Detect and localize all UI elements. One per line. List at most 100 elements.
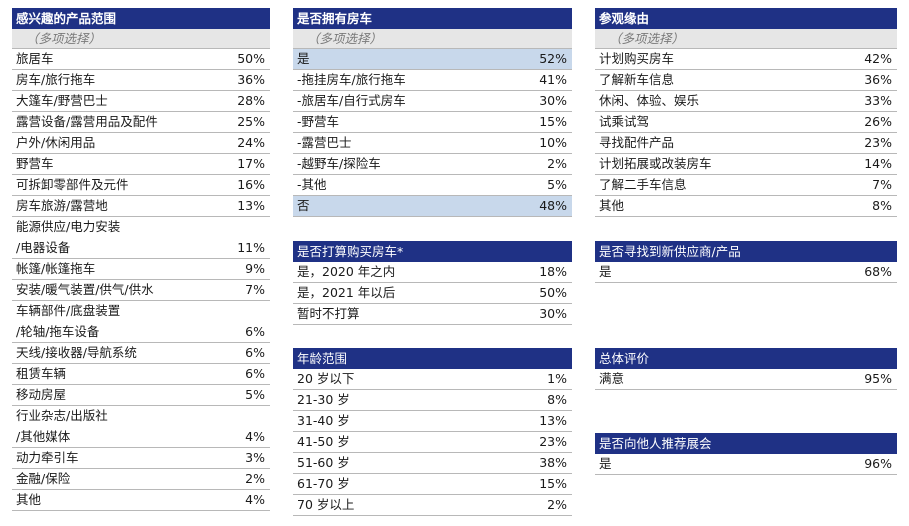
row-label: 51-60 岁 <box>297 455 350 470</box>
row-value: 36% <box>237 72 265 87</box>
table-row: 动力牵引车 3% <box>12 448 270 469</box>
table-row: 房车旅游/露营地 13% <box>12 196 270 217</box>
row-value: 24% <box>237 135 265 150</box>
table-row: 房车/旅行拖车 36% <box>12 70 270 91</box>
row-label: 天线/接收器/导航系统 <box>16 345 137 360</box>
table-row: 可拆卸零部件及元件 16% <box>12 175 270 196</box>
row-label: 大篷车/野营巴士 <box>16 93 108 108</box>
interest-title: 感兴趣的产品范围 <box>12 8 270 29</box>
row-value: 10% <box>539 135 567 150</box>
table-row: 70 岁以上 2% <box>293 495 572 516</box>
table-row: 41-50 岁 23% <box>293 432 572 453</box>
table-row: 试乘试驾 26% <box>595 112 897 133</box>
row-value: 11% <box>237 240 265 255</box>
row-value: 68% <box>864 264 892 279</box>
row-label: 是 <box>599 456 612 471</box>
table-row: 其他 8% <box>595 196 897 217</box>
row-label: 帐篷/帐篷拖车 <box>16 261 96 276</box>
new-suppliers-rows: 是 68% <box>595 262 897 283</box>
row-value: 13% <box>539 413 567 428</box>
table-row: 能源供应/电力安装 /电器设备 11% <box>12 217 270 259</box>
purchase-plan-table: 是否打算购买房车* 是，2020 年之内 18% 是，2021 年以后 50% 暂时不打… <box>293 241 572 325</box>
table-row: -露营巴士 10% <box>293 133 572 154</box>
table-row: 户外/休闲用品 24% <box>12 133 270 154</box>
row-label: 41-50 岁 <box>297 434 350 449</box>
row-label: 是，2020 年之内 <box>297 264 396 279</box>
row-value: 7% <box>872 177 892 192</box>
table-row: 了解二手车信息 7% <box>595 175 897 196</box>
row-value: 30% <box>539 93 567 108</box>
row-label: 是 <box>297 51 310 66</box>
table-row: 是 68% <box>595 262 897 283</box>
row-value: 4% <box>245 429 265 444</box>
table-row: 其他 4% <box>12 490 270 511</box>
row-label: 金融/保险 <box>16 471 71 486</box>
table-row: 车辆部件/底盘装置 /轮轴/拖车设备 6% <box>12 301 270 343</box>
row-value: 13% <box>237 198 265 213</box>
row-label: -旅居车/自行式房车 <box>297 93 406 108</box>
row-value: 42% <box>864 51 892 66</box>
table-row: 满意 95% <box>595 369 897 390</box>
row-label: 寻找配件产品 <box>599 135 675 150</box>
own-rv-subtitle: （多项选择） <box>293 29 572 49</box>
row-value: 95% <box>864 371 892 386</box>
row-label: 行业杂志/出版社 /其他媒体 <box>16 408 108 444</box>
row-label: 安装/暖气装置/供气/供水 <box>16 282 154 297</box>
table-row: 20 岁以下 1% <box>293 369 572 390</box>
row-value: 3% <box>245 450 265 465</box>
table-row: 21-30 岁 8% <box>293 390 572 411</box>
row-label: 户外/休闲用品 <box>16 135 96 150</box>
table-row: 休闲、体验、娱乐 33% <box>595 91 897 112</box>
row-value: 52% <box>539 51 567 66</box>
age-rows: 20 岁以下 1% 21-30 岁 8% 31-40 岁 13% 41-50 岁 23% 51-… <box>293 369 572 516</box>
row-value: 50% <box>539 285 567 300</box>
row-value: 2% <box>547 156 567 171</box>
row-value: 28% <box>237 93 265 108</box>
table-row: 天线/接收器/导航系统 6% <box>12 343 270 364</box>
table-row: -拖挂房车/旅行拖车 41% <box>293 70 572 91</box>
row-value: 8% <box>872 198 892 213</box>
row-label: 61-70 岁 <box>297 476 350 491</box>
row-label: 试乘试驾 <box>599 114 650 129</box>
table-row: 移动房屋 5% <box>12 385 270 406</box>
reasons-table: 参观缘由 （多项选择） 计划购买房车 42% 了解新车信息 36% 休闲、体验、娱乐 33… <box>595 8 897 217</box>
row-label: 了解二手车信息 <box>599 177 687 192</box>
row-label: 了解新车信息 <box>599 72 675 87</box>
row-value: 50% <box>237 51 265 66</box>
row-label: 露营设备/露营用品及配件 <box>16 114 158 129</box>
row-value: 25% <box>237 114 265 129</box>
row-label: 20 岁以下 <box>297 371 355 386</box>
row-label: -拖挂房车/旅行拖车 <box>297 72 406 87</box>
table-row: 51-60 岁 38% <box>293 453 572 474</box>
row-value: 23% <box>864 135 892 150</box>
table-row: 61-70 岁 15% <box>293 474 572 495</box>
row-label: 满意 <box>599 371 625 386</box>
own-rv-rows: 是 52% -拖挂房车/旅行拖车 41% -旅居车/自行式房车 30% -野营车 15% -露营… <box>293 49 572 217</box>
recommend-rows: 是 96% <box>595 454 897 475</box>
own-rv-table: 是否拥有房车 （多项选择） 是 52% -拖挂房车/旅行拖车 41% -旅居车/自行式房… <box>293 8 572 217</box>
table-row: -其他 5% <box>293 175 572 196</box>
row-label: 是 <box>599 264 612 279</box>
row-label: 车辆部件/底盘装置 /轮轴/拖车设备 <box>16 303 121 339</box>
row-value: 36% <box>864 72 892 87</box>
table-row: 计划拓展或改装房车 14% <box>595 154 897 175</box>
new-suppliers-table: 是否寻找到新供应商/产品 是 68% <box>595 241 897 283</box>
row-value: 15% <box>539 114 567 129</box>
overall-table: 总体评价 满意 95% <box>595 348 897 390</box>
row-value: 6% <box>245 366 265 381</box>
row-value: 23% <box>539 434 567 449</box>
row-value: 6% <box>245 324 265 339</box>
row-value: 41% <box>539 72 567 87</box>
row-value: 18% <box>539 264 567 279</box>
table-row: 是 96% <box>595 454 897 475</box>
reasons-subtitle: （多项选择） <box>595 29 897 49</box>
table-row: 野营车 17% <box>12 154 270 175</box>
row-label: 其他 <box>599 198 625 213</box>
row-label: 房车/旅行拖车 <box>16 72 96 87</box>
age-title: 年龄范围 <box>293 348 572 369</box>
row-label: 野营车 <box>16 156 54 171</box>
row-value: 38% <box>539 455 567 470</box>
overall-title: 总体评价 <box>595 348 897 369</box>
interest-rows: 旅居车 50% 房车/旅行拖车 36% 大篷车/野营巴士 28% 露营设备/露营用品及配件 2… <box>12 49 270 511</box>
table-row: 是 52% <box>293 49 572 70</box>
